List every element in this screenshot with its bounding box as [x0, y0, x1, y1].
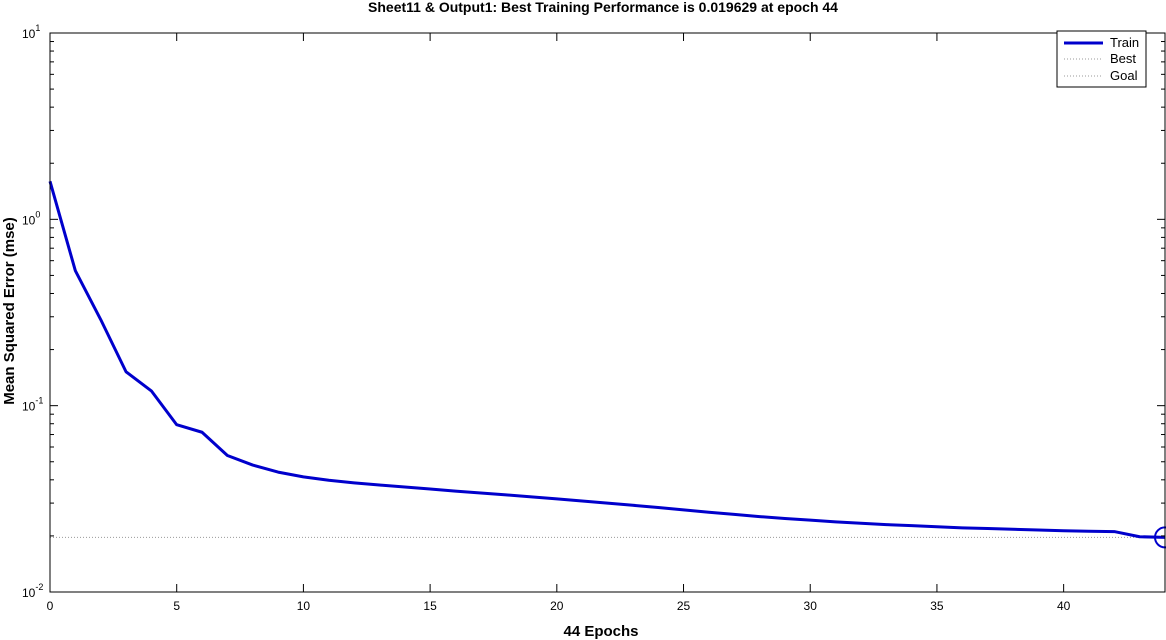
y-tick-label: 100: [22, 209, 40, 227]
x-tick-label: 0: [47, 599, 54, 613]
y-tick-label: 10-2: [22, 582, 43, 600]
y-tick-label: 10-1: [22, 396, 43, 414]
x-tick-label: 35: [930, 599, 944, 613]
plot-background: [50, 33, 1165, 592]
axis-layer: [49, 32, 1166, 593]
legend: Train Best Goal: [1056, 30, 1147, 88]
plot-area: [50, 33, 1165, 592]
train-line: [48, 180, 1166, 539]
y-axis-label: Mean Squared Error (mse): [1, 217, 18, 405]
x-axis-label: 44 Epochs: [563, 623, 638, 640]
x-tick-label: 10: [297, 599, 311, 613]
x-tick-label: 15: [423, 599, 437, 613]
x-tick-label: 20: [550, 599, 564, 613]
y-tick-label: 101: [22, 23, 40, 41]
chart-title: Sheet11 & Output1: Best Training Perform…: [368, 0, 838, 15]
axes-box: [49, 32, 1166, 593]
x-tick-label: 5: [173, 599, 180, 613]
legend-box: [1056, 30, 1147, 88]
x-tick-label: 40: [1057, 599, 1071, 613]
legend-train-label: Train: [1110, 35, 1139, 50]
x-tick-label: 25: [677, 599, 691, 613]
x-tick-label: 30: [804, 599, 818, 613]
tick-labels: 0 5 10 15 20 25 30 35 40 101 100 10-1 10-2: [22, 23, 1071, 613]
legend-goal-label: Goal: [1110, 68, 1138, 83]
legend-best-label: Best: [1110, 51, 1136, 66]
